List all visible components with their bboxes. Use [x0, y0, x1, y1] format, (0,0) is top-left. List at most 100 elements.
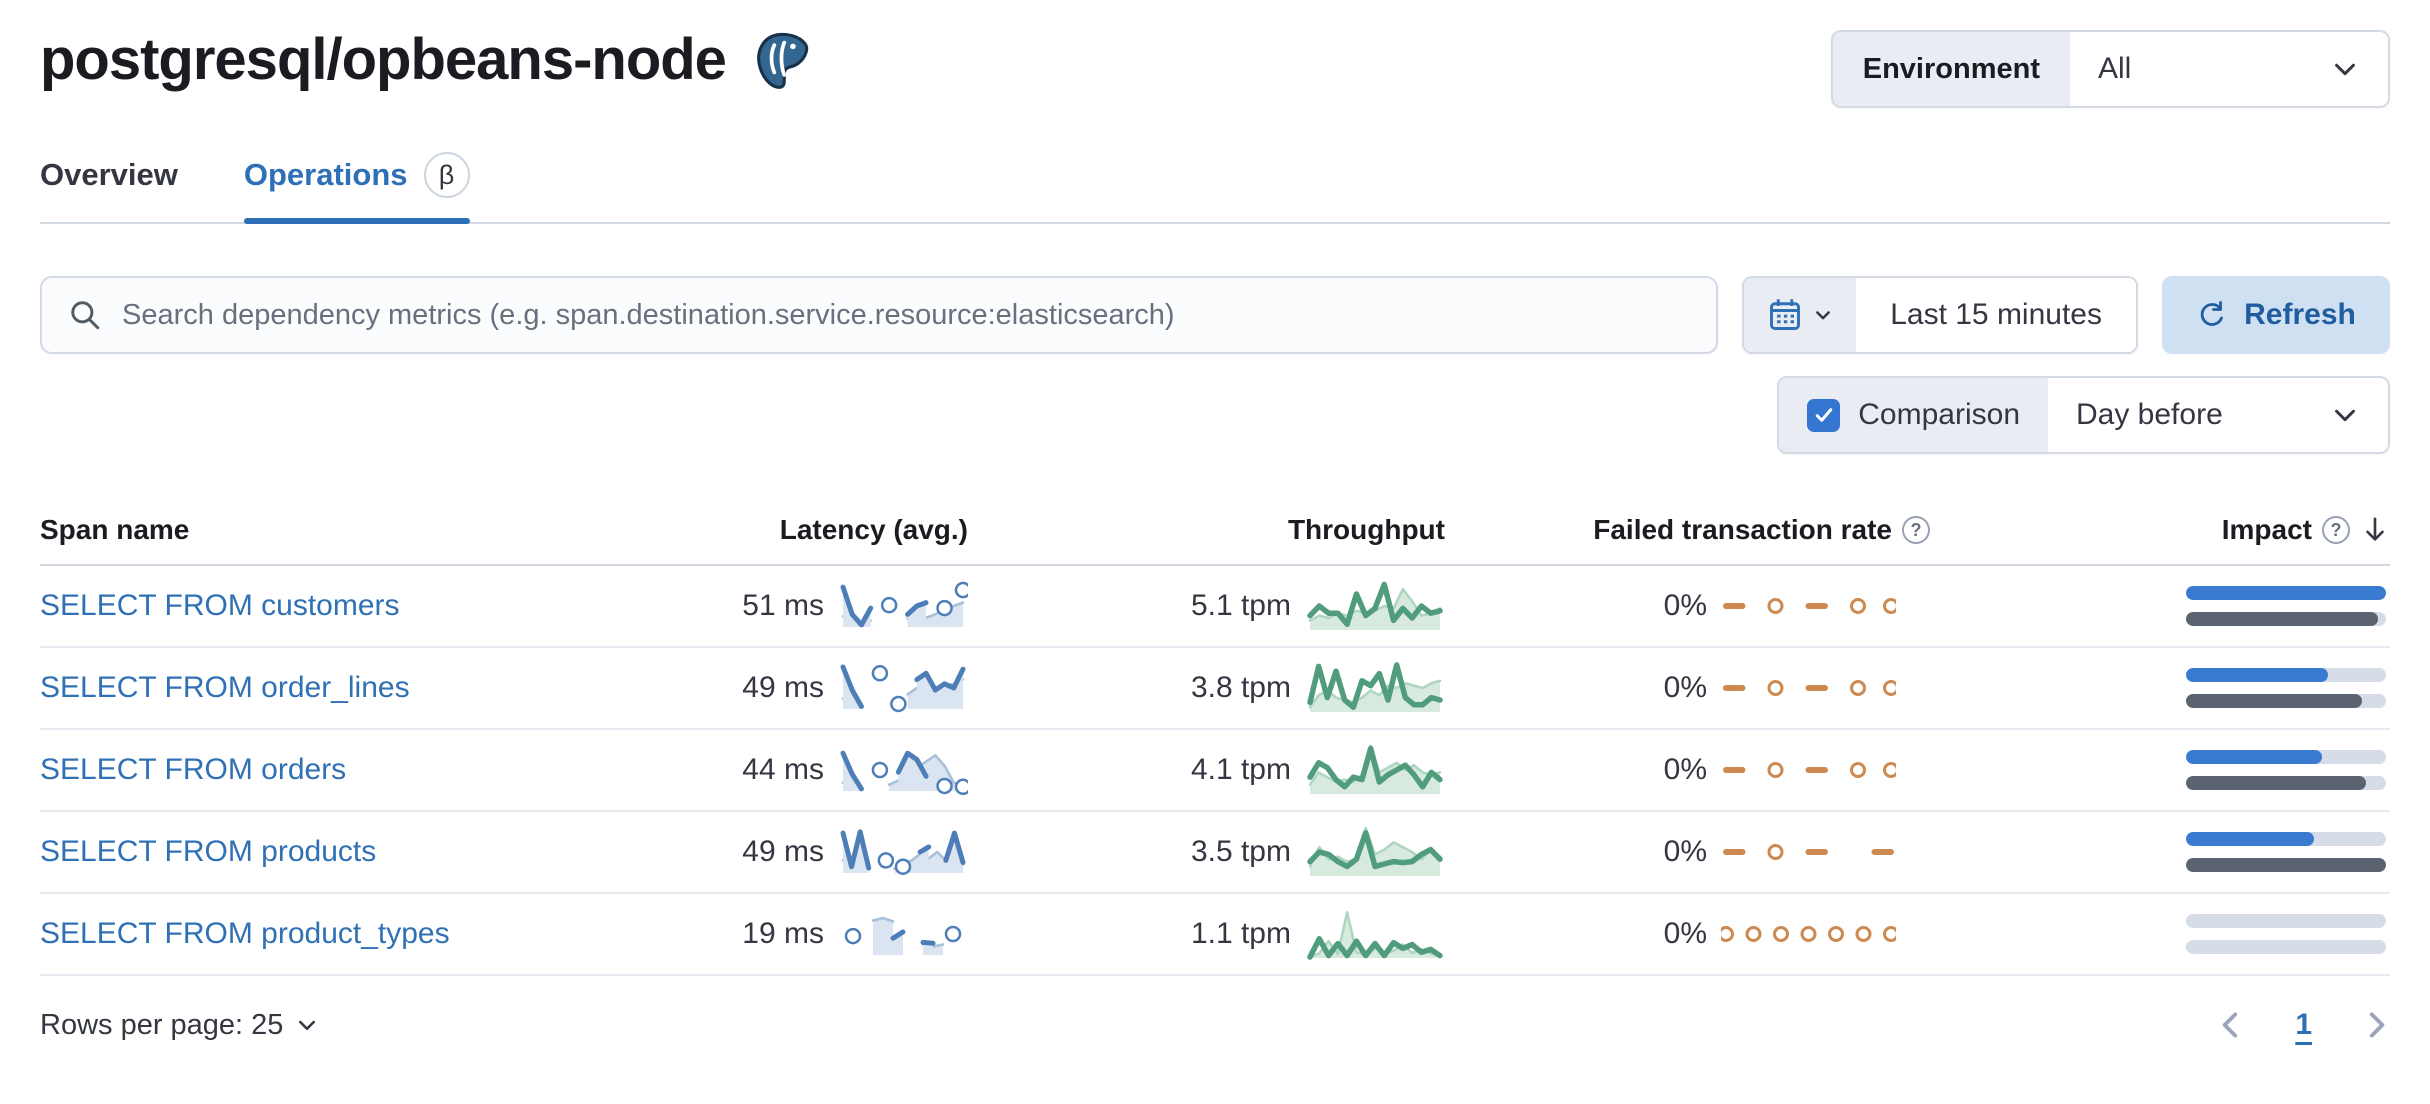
- throughput-sparkline: [1307, 826, 1443, 876]
- column-header-failed-rate[interactable]: Failed transaction rate ?: [1445, 514, 1930, 546]
- chevron-down-icon: [299, 1020, 316, 1031]
- help-icon[interactable]: ?: [1902, 516, 1930, 544]
- search-icon: [71, 301, 100, 330]
- environment-value-select[interactable]: All: [2070, 32, 2388, 106]
- environment-selector[interactable]: Environment All: [1830, 30, 2390, 108]
- chevron-down-icon: [2335, 63, 2355, 76]
- tab-operations[interactable]: Operations β: [243, 152, 470, 224]
- rows-per-page-label: Rows per page: 25: [40, 1008, 284, 1041]
- latency-value: 49 ms: [742, 671, 824, 704]
- impact-bar-current: [2186, 832, 2386, 846]
- date-picker-calendar-button[interactable]: [1744, 278, 1857, 352]
- table-footer: Rows per page: 25 1: [40, 1008, 2390, 1042]
- comparison-value: Day before: [2076, 398, 2223, 431]
- impact-cell: [1930, 914, 2390, 954]
- date-picker: Last 15 minutes: [1742, 276, 2138, 354]
- span-link[interactable]: SELECT FROM customers: [40, 589, 400, 622]
- throughput-sparkline: [1307, 911, 1443, 960]
- search-box[interactable]: [40, 276, 1719, 354]
- span-link[interactable]: SELECT FROM products: [40, 835, 377, 868]
- next-page-button[interactable]: [2362, 1008, 2390, 1042]
- throughput-sparkline: [1307, 581, 1443, 630]
- impact-bar-previous: [2186, 612, 2386, 626]
- latency-value: 44 ms: [742, 753, 824, 786]
- throughput-value: 3.8 tpm: [1190, 671, 1291, 704]
- time-range-value: Last 15 minutes: [1890, 298, 2102, 331]
- tab-overview-label: Overview: [40, 157, 178, 192]
- failed-rate-sparkline: [1721, 926, 1896, 942]
- tab-bar: Overview Operations β: [40, 152, 2390, 224]
- tab-operations-label: Operations: [243, 157, 408, 192]
- throughput-value: 3.5 tpm: [1190, 835, 1291, 868]
- chevron-down-icon: [2335, 409, 2355, 422]
- latency-value: 49 ms: [742, 835, 824, 868]
- page-title: postgresql/opbeans-node: [40, 27, 727, 92]
- page-number[interactable]: 1: [2295, 1008, 2312, 1041]
- table-row: SELECT FROM products 49 ms 3.5 tpm 0%: [40, 812, 2390, 894]
- impact-bar-previous: [2186, 694, 2386, 708]
- comparison-control: Comparison Day before: [1777, 376, 2390, 454]
- tab-overview[interactable]: Overview: [40, 152, 178, 222]
- help-icon[interactable]: ?: [2322, 516, 2350, 544]
- latency-value: 19 ms: [742, 917, 824, 950]
- impact-cell: [1930, 668, 2390, 708]
- impact-bar-previous: [2186, 776, 2386, 790]
- refresh-label: Refresh: [2244, 298, 2356, 331]
- comparison-row: Comparison Day before: [40, 376, 2390, 454]
- column-header-throughput[interactable]: Throughput: [1287, 514, 1445, 545]
- column-header-impact[interactable]: Impact ?: [1930, 514, 2390, 546]
- failed-rate-sparkline: [1723, 844, 1894, 860]
- latency-sparkline: [840, 664, 966, 713]
- refresh-button[interactable]: Refresh: [2162, 276, 2390, 354]
- failed-rate-value: 0%: [1663, 917, 1707, 950]
- failed-rate-sparkline: [1723, 598, 1896, 614]
- environment-label: Environment: [1832, 32, 2070, 106]
- impact-cell: [1930, 750, 2390, 790]
- chevron-left-icon: [2223, 1012, 2238, 1038]
- comparison-label: Comparison: [1858, 398, 2020, 431]
- environment-current-value: All: [2098, 52, 2132, 85]
- impact-bar-current: [2186, 586, 2386, 600]
- span-link[interactable]: SELECT FROM product_types: [40, 917, 450, 950]
- throughput-value: 4.1 tpm: [1190, 753, 1291, 786]
- chevron-down-icon: [1816, 311, 1831, 320]
- span-link[interactable]: SELECT FROM order_lines: [40, 671, 410, 704]
- search-input[interactable]: [122, 298, 1691, 332]
- comparison-toggle[interactable]: Comparison: [1779, 378, 2048, 452]
- table-row: SELECT FROM orders 44 ms 4.1 tpm 0%: [40, 730, 2390, 812]
- time-range-button[interactable]: Last 15 minutes: [1856, 278, 2136, 352]
- impact-bar-current: [2186, 668, 2386, 682]
- impact-cell: [1930, 832, 2390, 872]
- throughput-value: 5.1 tpm: [1190, 589, 1291, 622]
- comparison-checkbox[interactable]: [1807, 398, 1841, 432]
- failed-rate-sparkline: [1723, 762, 1896, 778]
- impact-bar-current: [2186, 750, 2386, 764]
- latency-sparkline: [840, 829, 966, 875]
- impact-bar-previous: [2186, 940, 2386, 954]
- pagination: 1: [2217, 1008, 2390, 1042]
- page-header: postgresql/opbeans-node Environment All: [40, 0, 2390, 108]
- failed-rate-sparkline: [1723, 680, 1896, 696]
- table-header: Span name Latency (avg.) Throughput Fail…: [40, 514, 2390, 566]
- chevron-right-icon: [2369, 1012, 2385, 1038]
- check-icon: [1815, 408, 1833, 422]
- failed-rate-value: 0%: [1663, 835, 1707, 868]
- failed-rate-value: 0%: [1663, 753, 1707, 786]
- sort-descending-icon: [2366, 517, 2384, 541]
- calendar-icon: [1770, 299, 1801, 330]
- span-link[interactable]: SELECT FROM orders: [40, 753, 347, 786]
- column-header-span-name: Span name: [40, 514, 190, 545]
- rows-per-page-button[interactable]: Rows per page: 25: [40, 1009, 319, 1042]
- comparison-select[interactable]: Day before: [2048, 378, 2388, 452]
- failed-rate-value: 0%: [1663, 589, 1707, 622]
- impact-cell: [1930, 586, 2390, 626]
- column-header-latency[interactable]: Latency (avg.): [779, 514, 968, 545]
- latency-sparkline: [844, 916, 962, 955]
- throughput-sparkline: [1307, 662, 1443, 712]
- previous-page-button[interactable]: [2217, 1008, 2245, 1042]
- controls-row: Last 15 minutes Refresh: [40, 276, 2390, 354]
- latency-sparkline: [840, 750, 968, 796]
- table-row: SELECT FROM product_types 19 ms 1.1 tpm …: [40, 894, 2390, 976]
- impact-bar-current: [2186, 914, 2386, 928]
